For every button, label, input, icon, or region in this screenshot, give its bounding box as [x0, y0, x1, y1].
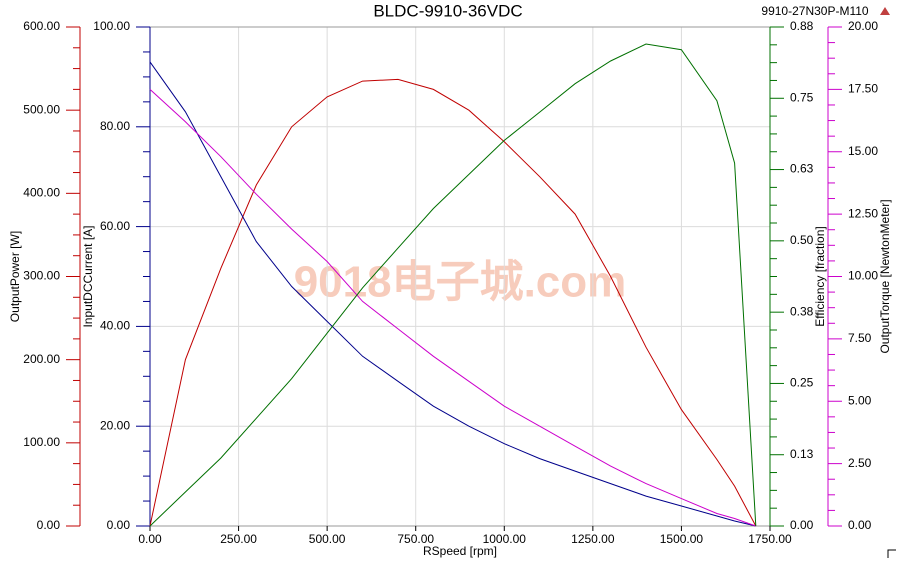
- y-tick-label: 100.00: [23, 435, 60, 449]
- y-tick-label: 15.00: [848, 144, 878, 158]
- y-tick-label: 200.00: [23, 352, 60, 366]
- y-axis-label: OutputTorque [NewtonMeter]: [878, 199, 892, 353]
- series-line: [149, 61, 756, 527]
- y-axis-label: InputDCCurrent [A]: [81, 225, 95, 327]
- corner-mark: [887, 549, 896, 558]
- watermark: 9018电子城.com: [294, 258, 627, 307]
- y-axis-label: OutputPower [W]: [8, 231, 22, 322]
- y-tick-label: 40.00: [100, 319, 130, 333]
- x-tick-label: 1750.00: [748, 532, 792, 546]
- y-tick-label: 0.25: [790, 376, 814, 390]
- y-tick-label: 0.00: [107, 518, 131, 532]
- y-tick-label: 0.50: [790, 233, 814, 247]
- y-tick-label: 20.00: [848, 19, 878, 33]
- series-line: [149, 43, 757, 527]
- x-tick-label: 500.00: [309, 532, 346, 546]
- y-tick-label: 20.00: [100, 418, 130, 432]
- y-tick-label: 600.00: [23, 19, 60, 33]
- y-axis-label: Efficiency [fraction]: [813, 226, 827, 327]
- y-tick-label: 0.00: [37, 518, 61, 532]
- y-tick-label: 400.00: [23, 186, 60, 200]
- x-tick-label: 250.00: [220, 532, 257, 546]
- y-tick-label: 0.38: [790, 304, 814, 318]
- x-tick-label: 1000.00: [483, 532, 527, 546]
- y-tick-label: 0.88: [790, 19, 814, 33]
- y-tick-label: 0.63: [790, 162, 814, 176]
- y-tick-label: 0.00: [848, 518, 872, 532]
- y-tick-label: 60.00: [100, 219, 130, 233]
- series-line: [149, 89, 756, 527]
- chart-title: BLDC-9910-36VDC: [373, 1, 522, 20]
- y-tick-label: 2.50: [848, 456, 872, 470]
- x-tick-label: 1250.00: [571, 532, 615, 546]
- y-tick-label: 5.00: [848, 393, 872, 407]
- y-tick-label: 17.50: [848, 82, 878, 96]
- y-tick-label: 0.13: [790, 447, 814, 461]
- x-tick-label: 750.00: [397, 532, 434, 546]
- y-tick-label: 80.00: [100, 119, 130, 133]
- y-tick-label: 7.50: [848, 331, 872, 345]
- y-tick-label: 0.75: [790, 90, 814, 104]
- x-tick-label: 1500.00: [660, 532, 704, 546]
- series-line: [149, 78, 757, 527]
- y-tick-label: 300.00: [23, 269, 60, 283]
- x-tick-label: 0.00: [138, 532, 162, 546]
- y-tick-label: 0.00: [790, 518, 814, 532]
- y-tick-label: 10.00: [848, 269, 878, 283]
- x-axis-label: RSpeed [rpm]: [423, 544, 497, 558]
- y-tick-label: 12.50: [848, 206, 878, 220]
- y-tick-label: 100.00: [93, 19, 130, 33]
- y-tick-label: 500.00: [23, 102, 60, 116]
- chart-subtitle: 9910-27N30P-M110: [761, 4, 869, 18]
- icon[interactable]: [880, 7, 890, 15]
